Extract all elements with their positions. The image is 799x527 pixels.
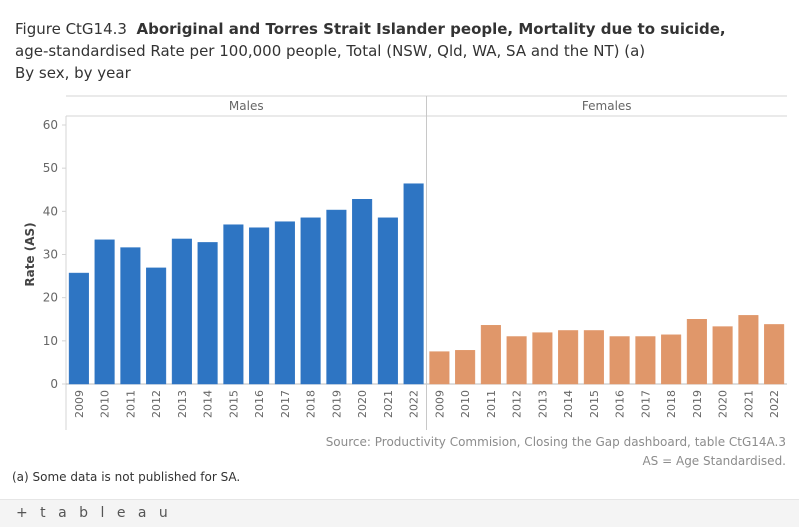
bar-males-2011 [120, 247, 141, 385]
x-tick-label: 2021 [742, 390, 755, 418]
x-tick-label: 2018 [665, 390, 678, 418]
abbreviation-note: AS = Age Standardised. [642, 454, 786, 468]
x-tick-label: 2011 [485, 390, 498, 418]
bar-females-2017 [635, 336, 656, 385]
footnote: (a) Some data is not published for SA. [12, 470, 241, 484]
bar-chart: 0 10 20 30 40 50 60 Rate (AS) Males 2009 2010 2011 2… [23, 95, 787, 430]
x-tick-label: 2015 [588, 390, 601, 418]
bar-females-2018 [661, 334, 682, 385]
x-tick-label: 2019 [330, 390, 343, 418]
figure-label: Figure CtG14.3 [15, 20, 127, 38]
bar-males-2013 [171, 238, 192, 385]
x-tick-label: 2017 [279, 390, 292, 418]
x-tick-label: 2010 [459, 390, 472, 418]
bar-females-2009 [429, 351, 450, 385]
panel-header-females: Females [582, 99, 632, 113]
bar-females-2010 [455, 350, 476, 385]
x-tick-label: 2019 [691, 390, 704, 418]
x-tick-label: 2015 [227, 390, 240, 418]
chart-title-line-1: Figure CtG14.3 Aboriginal and Torres Str… [15, 18, 790, 40]
x-tick-label: 2012 [511, 390, 524, 418]
bar-females-2019 [686, 319, 707, 385]
bar-females-2011 [480, 325, 501, 385]
chart-title: Aboriginal and Torres Strait Islander pe… [136, 20, 726, 38]
x-tick-label: 2013 [176, 390, 189, 418]
source-note: Source: Productivity Commision, Closing … [326, 433, 786, 471]
x-tick-label: 2022 [408, 390, 421, 418]
bar-females-2020 [712, 326, 733, 385]
y-tick-label: 20 [43, 291, 58, 305]
y-tick-label: 40 [43, 204, 58, 218]
y-tick-label: 50 [43, 161, 58, 175]
bar-females-2012 [506, 336, 527, 385]
tableau-logo[interactable]: + t a b l e a u [16, 505, 172, 521]
x-tick-label: 2014 [562, 390, 575, 418]
bar-males-2022 [403, 183, 424, 385]
x-tick-label: 2017 [639, 390, 652, 418]
bar-males-2016 [249, 227, 270, 385]
x-tick-label: 2014 [202, 390, 215, 418]
x-tick-label: 2010 [99, 390, 112, 418]
panel-header-males: Males [229, 99, 264, 113]
y-tick-label: 10 [43, 334, 58, 348]
bar-males-2009 [68, 272, 89, 385]
y-axis-label: Rate (AS) [23, 222, 37, 286]
bar-females-2021 [738, 315, 759, 385]
bar-females-2015 [583, 330, 604, 385]
x-tick-label: 2011 [124, 390, 137, 418]
bar-males-2018 [300, 217, 321, 385]
chart-header: Figure CtG14.3 Aboriginal and Torres Str… [15, 18, 790, 84]
bar-males-2017 [274, 221, 295, 385]
x-tick-label: 2021 [382, 390, 395, 418]
x-tick-label: 2018 [305, 390, 318, 418]
y-tick-label: 0 [50, 377, 58, 391]
bar-males-2014 [197, 242, 218, 385]
bar-females-2013 [532, 332, 553, 385]
bar-males-2019 [326, 209, 347, 385]
x-tick-label: 2016 [253, 390, 266, 418]
bar-males-2012 [146, 267, 167, 385]
y-tick-label: 30 [43, 248, 58, 262]
tableau-footer: + t a b l e a u [0, 499, 799, 527]
x-tick-label: 2009 [433, 390, 446, 418]
bar-males-2020 [352, 198, 373, 385]
bar-males-2015 [223, 224, 244, 385]
y-tick-label: 60 [43, 118, 58, 132]
chart-title-line-2: age-standardised Rate per 100,000 people… [15, 42, 646, 60]
bar-females-2016 [609, 336, 630, 385]
x-tick-label: 2016 [614, 390, 627, 418]
x-tick-label: 2022 [768, 390, 781, 418]
bar-females-2022 [764, 324, 785, 385]
x-tick-label: 2009 [73, 390, 86, 418]
chart-subtitle: By sex, by year [15, 64, 131, 82]
x-tick-label: 2020 [717, 390, 730, 418]
x-tick-label: 2012 [150, 390, 163, 418]
bar-males-2010 [94, 239, 115, 385]
source-line: Source: Productivity Commision, Closing … [325, 435, 786, 449]
bar-males-2021 [377, 217, 398, 385]
bar-females-2014 [558, 330, 579, 385]
x-tick-label: 2020 [356, 390, 369, 418]
x-tick-label: 2013 [536, 390, 549, 418]
